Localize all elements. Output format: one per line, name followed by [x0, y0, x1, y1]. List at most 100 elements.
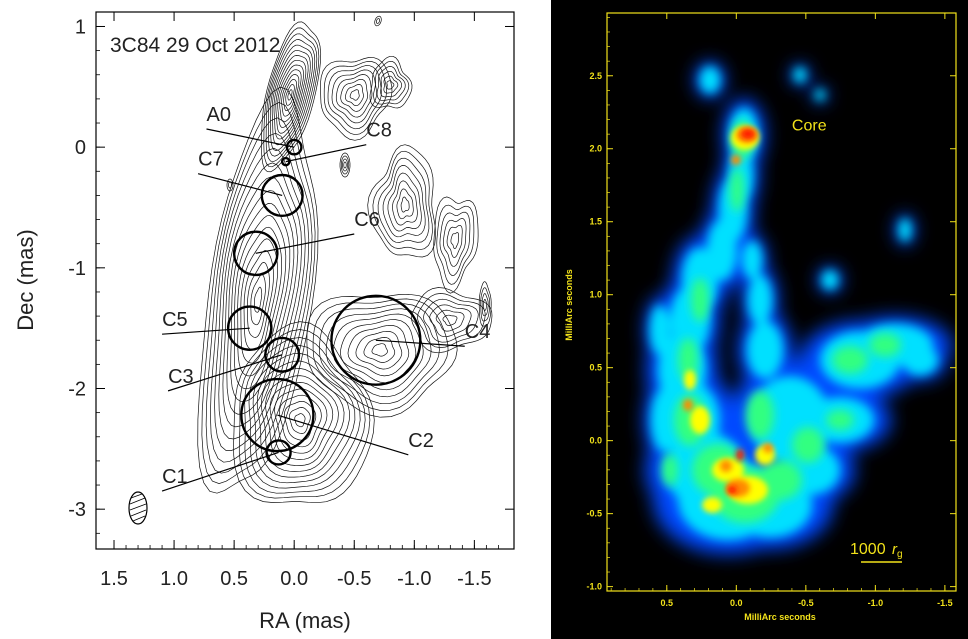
core-annotation: Core	[792, 118, 827, 135]
contour-line	[340, 78, 368, 112]
y-tick-label: -1.0	[586, 582, 602, 592]
scale-bar-unit: rg	[892, 541, 903, 560]
contour-line	[263, 27, 320, 168]
contour-line	[478, 281, 492, 327]
contour-line	[256, 360, 350, 478]
intensity-blob-green	[826, 410, 854, 430]
contour-line	[382, 165, 426, 238]
contour-line	[439, 211, 471, 276]
contour-group	[369, 55, 413, 109]
component-c2: C2	[240, 377, 434, 456]
component-circle	[280, 156, 291, 167]
contour-line	[363, 337, 396, 363]
intensity-blob-cyan	[899, 218, 911, 242]
contour-line	[226, 190, 295, 415]
contour-line	[372, 150, 433, 251]
component-circle	[264, 336, 301, 373]
contour-line	[392, 180, 418, 226]
contour-line	[281, 74, 300, 117]
contour-line	[376, 66, 406, 102]
component-circle	[240, 377, 315, 453]
component-label: C1	[162, 466, 188, 488]
contour-line	[247, 262, 270, 338]
contour-line	[312, 298, 449, 411]
contour-group	[367, 144, 437, 258]
contour-group	[433, 196, 479, 294]
beam-ellipse	[128, 491, 148, 525]
contour-line	[261, 21, 322, 173]
intensity-panel: 0.5 0.0 -0.5 -1.0 -1.5 2.5 2.0 1.5 1.0 0.5 0.0 -0.5…	[551, 0, 968, 639]
x-tick-label: -0.5	[798, 598, 814, 608]
contour-line	[344, 84, 364, 107]
contour-line	[342, 158, 348, 172]
y-tick-label: 0.5	[589, 363, 602, 373]
contour-line	[273, 55, 309, 140]
contour-line	[289, 407, 311, 434]
component-label: C5	[162, 309, 188, 331]
contour-line	[269, 382, 334, 460]
contour-line	[320, 57, 393, 141]
contour-line	[400, 196, 410, 213]
x-tick-label: -1.5	[937, 598, 953, 608]
contour-line	[269, 44, 313, 151]
component-leader	[197, 173, 283, 197]
contour-line	[339, 152, 351, 178]
component-circle	[265, 439, 292, 466]
contour-line	[335, 74, 373, 118]
contour-line	[287, 89, 293, 101]
contour-line	[367, 144, 437, 258]
contour-line	[347, 324, 410, 377]
left-chart-title: 3C84 29 Oct 2012	[110, 34, 280, 57]
contour-line	[387, 172, 422, 232]
component-leader	[206, 128, 295, 148]
y-tick-label: 1	[75, 16, 86, 38]
component-circle	[285, 138, 303, 156]
contour-line	[265, 375, 339, 466]
contour-line	[375, 18, 381, 24]
component-label: C4	[465, 321, 491, 343]
x-tick-label: 0.0	[730, 598, 743, 608]
contour-line	[275, 59, 307, 134]
contour-line	[423, 298, 479, 343]
y-tick-label: 1.0	[589, 290, 602, 300]
contour-line	[343, 161, 347, 169]
contour-line	[450, 232, 459, 249]
contour-line	[373, 60, 410, 105]
intensity-blob-yellow	[690, 406, 710, 434]
component-circle	[232, 230, 279, 277]
y-tick-label: 0.0	[589, 436, 602, 446]
contour-line	[283, 79, 297, 112]
contour-line	[237, 226, 283, 377]
contour-line	[271, 49, 311, 146]
right-plot-frame	[606, 12, 957, 592]
component-c1: C1	[161, 439, 292, 492]
contour-line	[323, 61, 387, 136]
intensity-blob-green	[730, 168, 744, 212]
contour-line	[240, 238, 278, 364]
contour-line	[277, 64, 304, 128]
intensity-blob-orange	[720, 460, 732, 472]
contour-group	[320, 57, 393, 141]
intensity-blob-orange	[763, 443, 773, 453]
component-circle	[330, 294, 422, 386]
component-label: C6	[354, 209, 380, 231]
component-c8: C8	[280, 120, 392, 167]
intensity-blob-cyan	[794, 67, 806, 83]
x-tick-label: 1.5	[100, 568, 128, 590]
x-tick-label: -1.0	[868, 598, 884, 608]
x-tick-label: -1.5	[457, 568, 491, 590]
contour-line	[380, 70, 403, 98]
contour-line	[284, 400, 317, 441]
x-tick-label: 0.5	[661, 598, 674, 608]
contour-group	[374, 15, 382, 27]
contour-line	[417, 293, 486, 348]
contour-line	[285, 84, 295, 106]
contour-group	[339, 152, 351, 178]
contour-line	[238, 329, 371, 499]
intensity-blob-cyan	[651, 387, 679, 453]
component-leader	[255, 233, 355, 254]
contour-line	[327, 65, 382, 130]
y-tick-label: -1	[68, 258, 86, 280]
contour-line	[446, 224, 463, 258]
